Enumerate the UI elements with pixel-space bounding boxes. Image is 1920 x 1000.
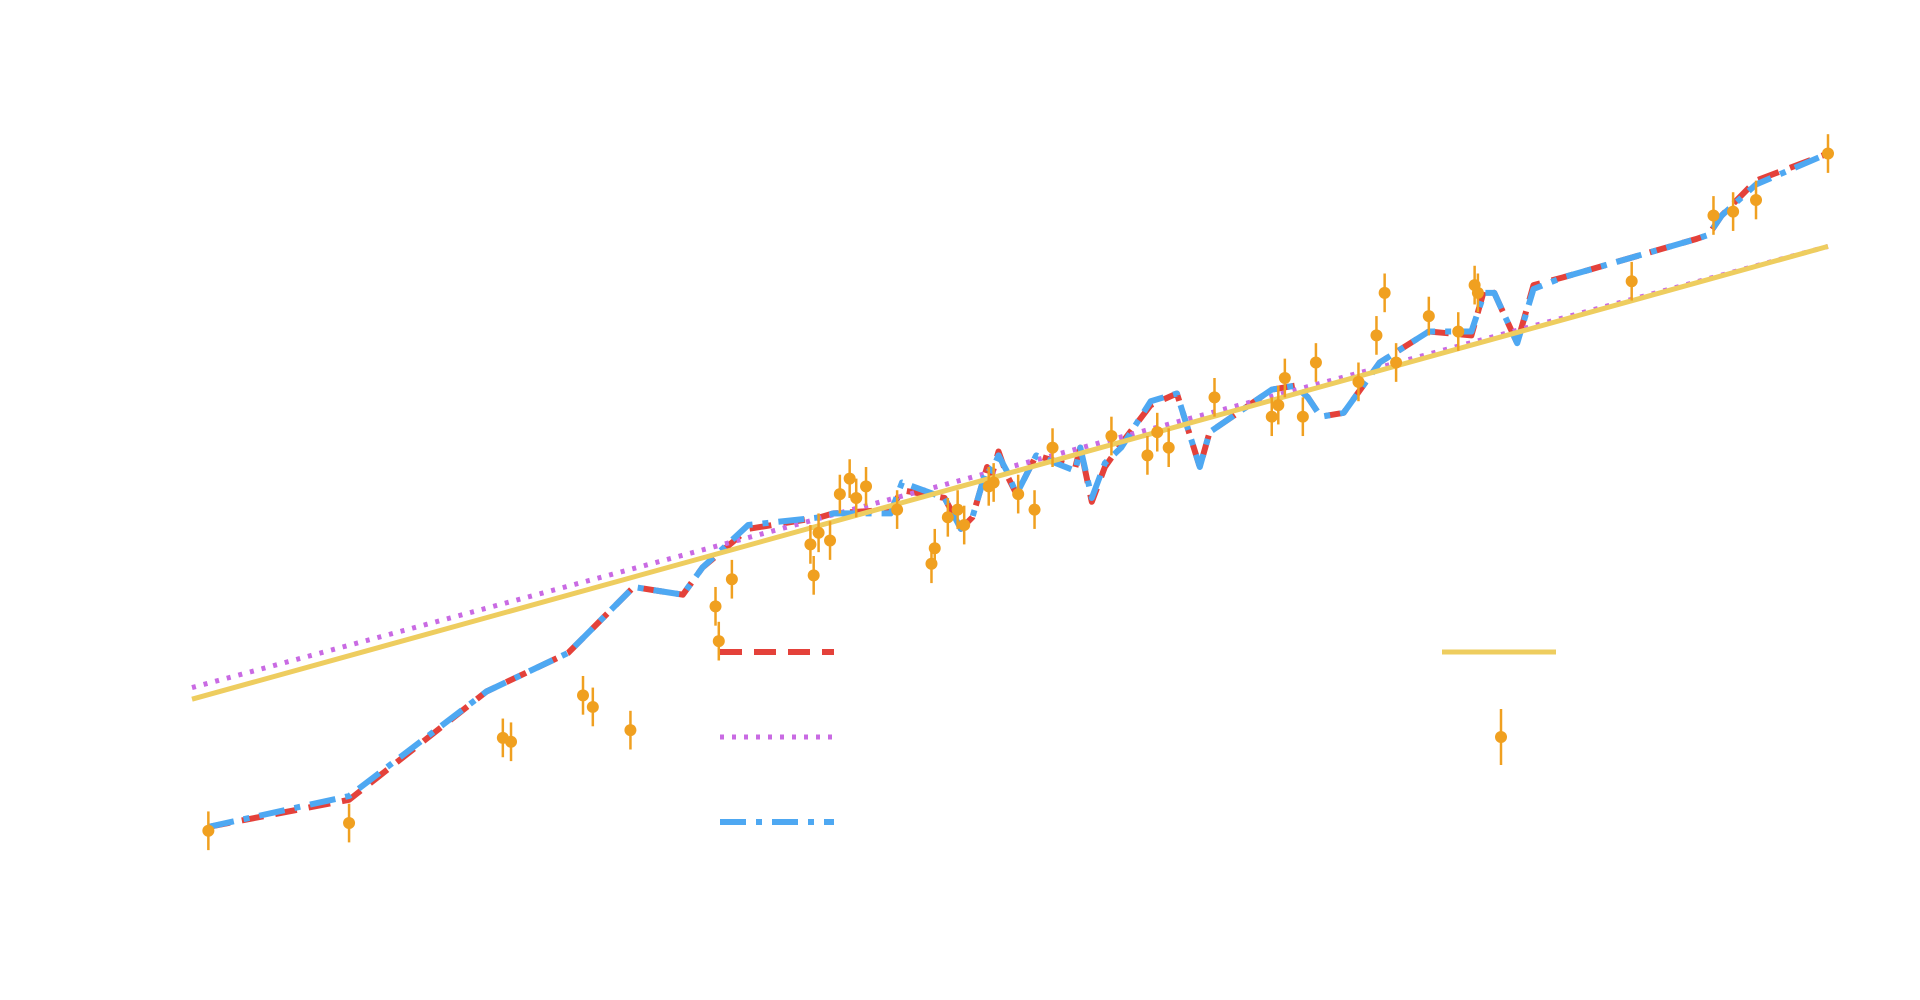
data-point xyxy=(343,817,356,830)
data-point xyxy=(1422,310,1435,323)
data-point xyxy=(1822,147,1834,160)
data-point xyxy=(1452,325,1465,338)
data-point xyxy=(1046,441,1059,454)
data-point xyxy=(812,526,825,539)
data-point xyxy=(1471,286,1484,299)
data-point xyxy=(958,519,971,532)
data-point xyxy=(1707,209,1720,222)
data-point xyxy=(1625,275,1638,288)
data-point xyxy=(1390,356,1403,369)
data-point xyxy=(709,600,722,613)
data-point xyxy=(505,735,518,748)
data-point xyxy=(1750,193,1763,206)
data-point xyxy=(1278,371,1291,384)
plot-area xyxy=(191,134,1834,851)
data-point xyxy=(1352,375,1365,388)
data-point xyxy=(624,724,637,737)
data-point xyxy=(577,689,590,702)
data-point xyxy=(951,503,964,516)
data-point xyxy=(586,700,599,713)
data-point xyxy=(1296,410,1309,423)
series-line-fit_c xyxy=(207,150,1830,830)
series-line-linear xyxy=(191,243,1829,702)
data-point xyxy=(202,824,215,837)
data-point xyxy=(1162,441,1175,454)
data-point xyxy=(1378,286,1391,299)
data-point xyxy=(1265,410,1278,423)
data-point xyxy=(824,534,837,547)
data-point xyxy=(987,476,1000,489)
data-point xyxy=(804,538,817,551)
data-point xyxy=(1028,503,1041,516)
data-point xyxy=(941,511,954,524)
data-point xyxy=(860,480,873,493)
data-point xyxy=(1151,426,1164,439)
data-point xyxy=(833,488,846,501)
data-point xyxy=(712,635,725,648)
data-point xyxy=(1012,488,1025,501)
data-point xyxy=(1208,391,1221,404)
data-point xyxy=(843,472,856,485)
data-point xyxy=(891,503,904,516)
data-point xyxy=(1105,430,1118,443)
data-point xyxy=(725,573,738,586)
legend xyxy=(720,649,1556,825)
data-point xyxy=(1727,205,1740,218)
data-point xyxy=(1272,399,1285,412)
legend-handle-point xyxy=(1495,731,1507,743)
data-point xyxy=(850,491,863,504)
data-point xyxy=(928,542,941,555)
data-point xyxy=(1309,356,1322,369)
data-point xyxy=(1370,329,1383,342)
data-point xyxy=(807,569,820,582)
data-point xyxy=(1141,449,1154,462)
